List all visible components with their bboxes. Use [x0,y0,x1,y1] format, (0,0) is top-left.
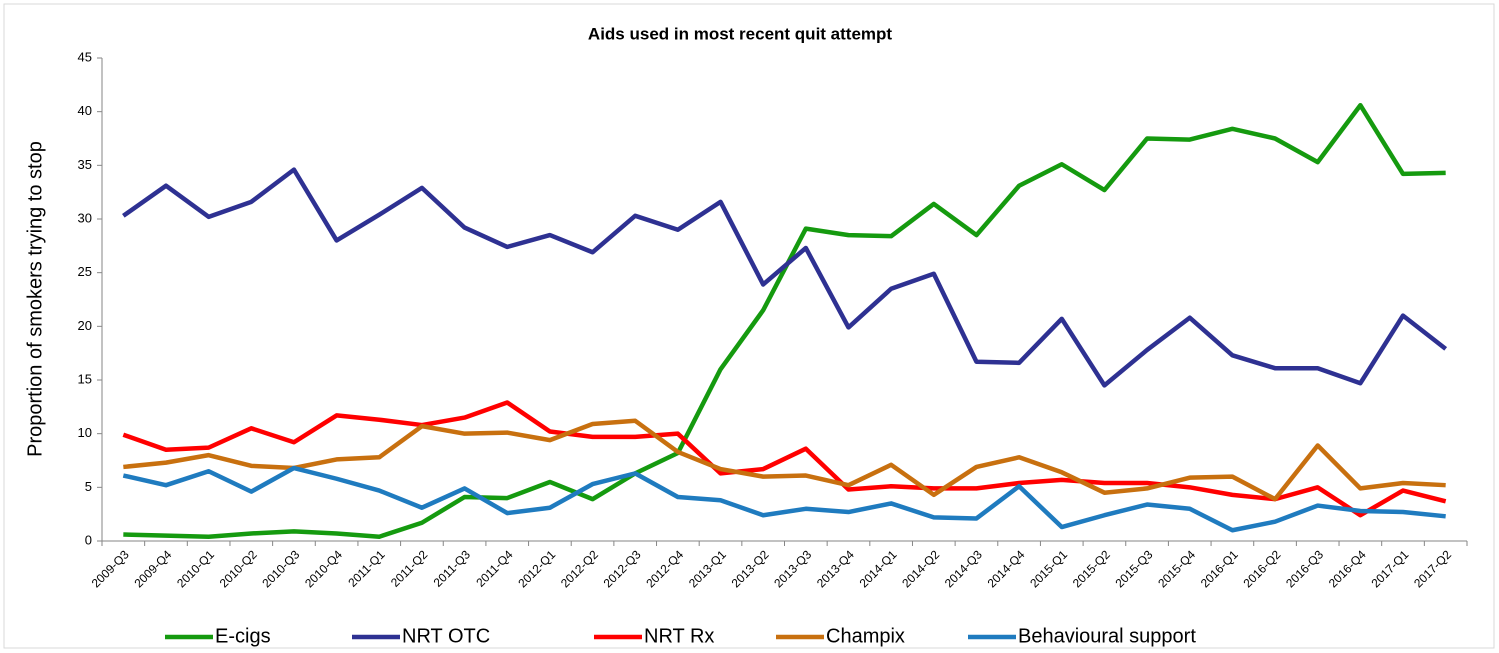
legend-label: Behavioural support [1018,625,1196,647]
series-line [122,167,1448,388]
y-tick-label: 35 [78,157,92,172]
legend-label: E-cigs [215,625,271,647]
y-tick-label: 30 [78,210,92,225]
y-tick-label: 10 [78,425,92,440]
legend-label: NRT OTC [402,625,490,647]
series-line [122,400,1447,518]
y-tick-label: 15 [78,371,92,386]
y-tick-label: 40 [78,103,92,118]
series-line [123,102,1446,539]
y-axis-label: Proportion of smokers trying to stop [24,141,46,457]
y-tick-label: 25 [78,264,92,279]
y-tick-label: 0 [85,532,92,547]
legend-label: NRT Rx [644,625,714,647]
y-tick-label: 5 [85,479,92,494]
y-tick-label: 20 [78,318,92,333]
chart-title: Aids used in most recent quit attempt [588,24,892,43]
legend-label: Champix [826,625,905,647]
series-line [122,465,1446,533]
y-tick-label: 45 [78,49,92,64]
series-line [123,418,1446,502]
